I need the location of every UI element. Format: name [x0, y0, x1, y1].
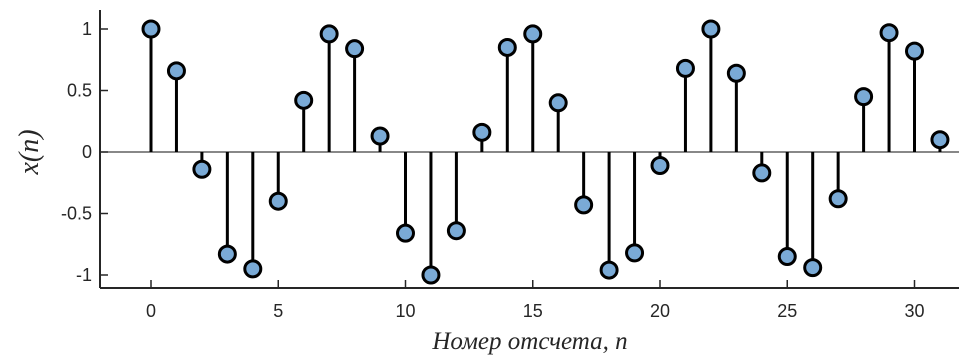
y-tick-label: -1 [76, 265, 92, 285]
stem-marker [574, 195, 594, 215]
stem-marker [854, 87, 874, 107]
y-tick-label: 0 [82, 142, 92, 162]
y-axis-label: x(n) [14, 129, 45, 175]
stem-marker [803, 258, 823, 278]
x-tick-label: 0 [146, 301, 156, 321]
stem-marker [828, 189, 848, 209]
stem-marker [268, 191, 288, 211]
stem-marker [345, 39, 365, 59]
x-tick-label: 15 [523, 301, 543, 321]
x-tick-label: 5 [273, 301, 283, 321]
stem-marker [370, 126, 390, 146]
stem-marker [777, 247, 797, 267]
stem-marker [930, 130, 950, 150]
axes: -1-0.500.510 5 10 15 20 25 30 [61, 10, 959, 321]
stem-marker [294, 90, 314, 110]
stem-marker [497, 37, 517, 57]
stem-marker [905, 41, 924, 61]
stem-marker [752, 163, 772, 183]
stem-marker [396, 223, 415, 243]
stem-marker [192, 159, 212, 179]
x-axis-label: Номер отсчета, n [431, 328, 627, 355]
x-tick-label: 20 [650, 301, 670, 321]
stem-marker [675, 58, 695, 78]
stem-marker [625, 243, 645, 263]
stem-marker [523, 24, 543, 44]
stem-marker [599, 260, 619, 280]
stem-marker [319, 24, 339, 44]
x-tick-label: 30 [904, 301, 924, 321]
stem-marker [446, 221, 466, 241]
y-tick-label: 1 [82, 19, 92, 39]
y-tick-label: 0.5 [67, 81, 92, 101]
y-tick-label: -0.5 [61, 204, 92, 224]
stem-marker [726, 63, 746, 83]
stem-marker [217, 244, 237, 264]
stem-marker [548, 93, 568, 113]
stem-marker [166, 61, 186, 81]
stem-marker [701, 19, 721, 39]
stem-marker [472, 122, 492, 142]
stem-marker [243, 259, 263, 279]
stem-marker [421, 265, 441, 285]
stem-marker [141, 19, 161, 39]
stem-marker [650, 156, 670, 176]
x-tick-label: 25 [777, 301, 797, 321]
x-tick-label: 10 [395, 301, 415, 321]
stems [141, 19, 950, 285]
stem-marker [879, 23, 899, 43]
